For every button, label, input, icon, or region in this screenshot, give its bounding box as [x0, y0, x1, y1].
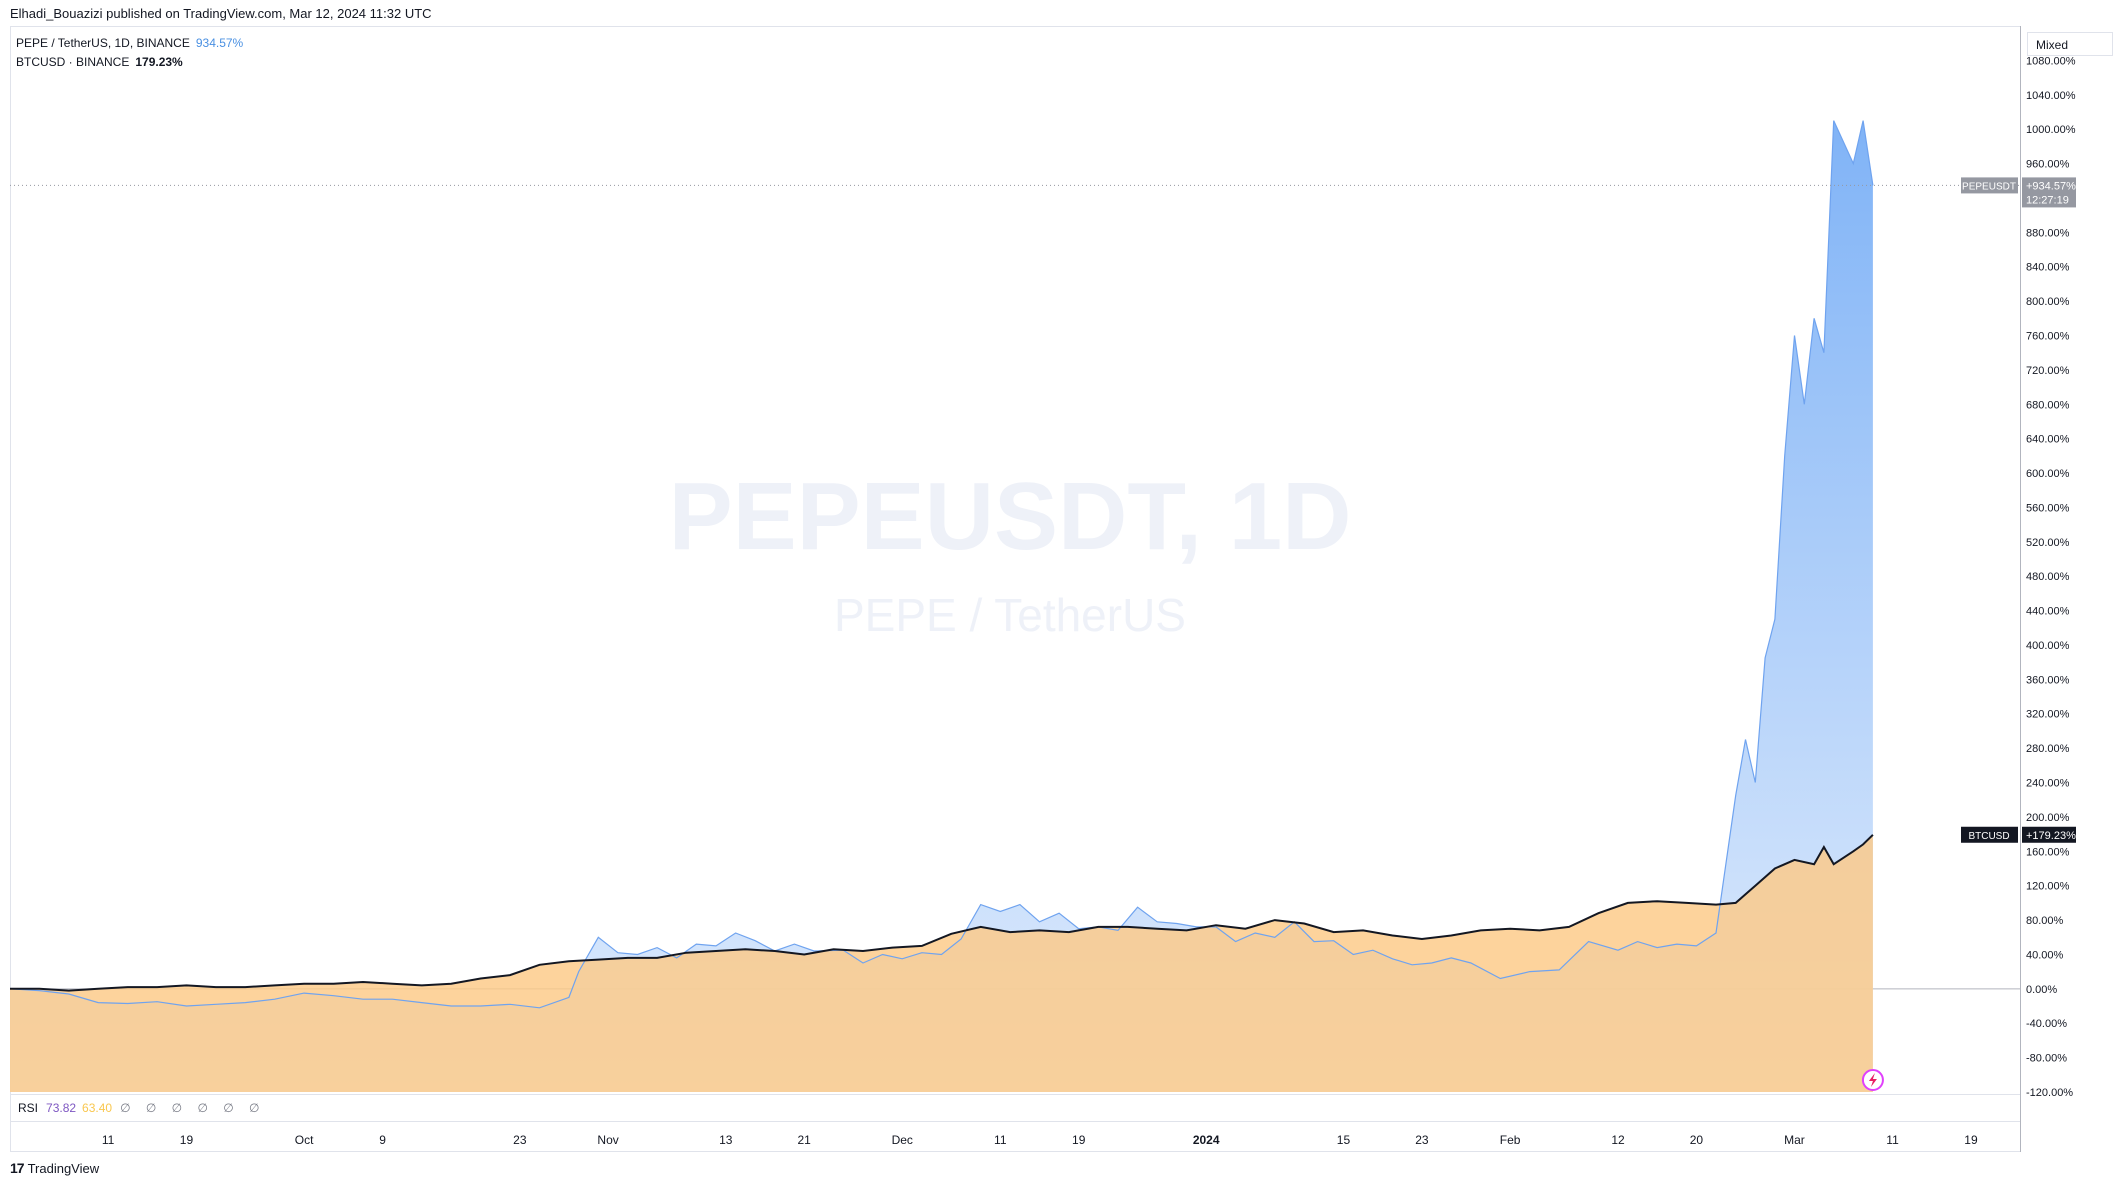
y-tick-label: -40.00% [2026, 1018, 2067, 1030]
x-tick-label: Dec [892, 1133, 913, 1147]
y-tick-label: 1000.00% [2026, 124, 2076, 136]
x-tick-label: 11 [102, 1133, 115, 1147]
btc-area [10, 834, 1873, 1092]
x-tick-label: Feb [1500, 1133, 1521, 1147]
legend-pepe[interactable]: PEPE / TetherUS, 1D, BINANCE 934.57% [16, 34, 243, 53]
pepe-price-tag-value-bg [2022, 177, 2076, 208]
y-tick-label: 960.00% [2026, 159, 2070, 171]
y-tick-label: 560.00% [2026, 502, 2070, 514]
lightning-alert-icon-bolt [1868, 1073, 1877, 1087]
footer-brand-label: TradingView [27, 1160, 100, 1176]
x-tick-label: 2024 [1193, 1133, 1220, 1147]
legend-pepe-value: 934.57% [195, 36, 244, 50]
y-tick-label: 360.00% [2026, 674, 2070, 686]
x-tick-label: Mar [1784, 1133, 1805, 1147]
footer-brand[interactable]: 17 TradingView [10, 1160, 99, 1176]
rsi-label: RSI [18, 1101, 39, 1115]
y-tick-label: 880.00% [2026, 227, 2070, 239]
x-tick-label: 19 [1964, 1133, 1978, 1147]
btc-price-tag-symbol-bg [1961, 826, 2018, 843]
pepe-price-tag[interactable]: PEPEUSDT +934.57% 12:27:19 [1961, 177, 2076, 208]
x-tick-label: 12 [1611, 1133, 1625, 1147]
x-tick-label: 11 [994, 1133, 1007, 1147]
pepe-price-tag-countdown: 12:27:19 [2026, 194, 2069, 206]
pepe-price-tag-symbol: PEPEUSDT [1962, 181, 2016, 192]
price-axis-divider [2020, 26, 2021, 1152]
rsi-value-2: 63.40 [82, 1101, 113, 1115]
series-legend: PEPE / TetherUS, 1D, BINANCE 934.57% BTCU… [16, 34, 243, 72]
x-tick-label: 19 [180, 1133, 194, 1147]
y-tick-label: 280.00% [2026, 743, 2070, 755]
pepe-price-tag-value: +934.57% [2026, 180, 2076, 192]
y-tick-label: 520.00% [2026, 537, 2070, 549]
y-tick-label: 440.00% [2026, 606, 2070, 618]
x-tick-label: 11 [1886, 1133, 1899, 1147]
btc-price-tag[interactable]: BTCUSD +179.23% [1961, 826, 2076, 843]
legend-btc[interactable]: BTCUSD · BINANCE 179.23% [16, 53, 243, 72]
btc-line [10, 834, 1874, 992]
y-tick-label: 1080.00% [2026, 55, 2076, 67]
y-tick-label: 800.00% [2026, 296, 2070, 308]
y-tick-label: 840.00% [2026, 262, 2070, 274]
pepe-line [10, 120, 1874, 1009]
y-tick-label: 680.00% [2026, 399, 2070, 411]
x-tick-label: Nov [597, 1133, 618, 1147]
x-tick-label: 23 [1415, 1133, 1429, 1147]
x-tick-label: 9 [379, 1133, 386, 1147]
y-tick-label: 640.00% [2026, 434, 2070, 446]
scale-mode-button[interactable]: Mixed [2027, 32, 2113, 56]
y-tick-label: 320.00% [2026, 709, 2070, 721]
btc-price-tag-symbol: BTCUSD [1968, 831, 2009, 842]
y-tick-label: 1040.00% [2026, 90, 2076, 102]
y-tick-label: 40.00% [2026, 949, 2064, 961]
y-tick-label: 760.00% [2026, 330, 2070, 342]
y-tick-label: 80.00% [2026, 915, 2064, 927]
y-tick-label: 200.00% [2026, 812, 2070, 824]
y-tick-label: 480.00% [2026, 571, 2070, 583]
x-tick-label: 19 [1072, 1133, 1086, 1147]
pepe-price-tag-symbol-bg [1961, 177, 2018, 194]
chart-pane[interactable] [10, 26, 2020, 1152]
legend-pepe-label: PEPE / TetherUS, 1D, BINANCE [16, 36, 190, 50]
x-tick-label: 13 [719, 1133, 733, 1147]
x-tick-label: 20 [1690, 1133, 1704, 1147]
x-tick-label: 15 [1337, 1133, 1351, 1147]
y-tick-label: -120.00% [2026, 1087, 2073, 1099]
y-tick-label: 720.00% [2026, 365, 2070, 377]
y-tick-label: 400.00% [2026, 640, 2070, 652]
y-tick-label: 600.00% [2026, 468, 2070, 480]
y-tick-label: 120.00% [2026, 881, 2070, 893]
rsi-value-1: 73.82 [46, 1101, 77, 1115]
y-tick-label: 240.00% [2026, 778, 2070, 790]
legend-btc-value: 179.23% [135, 55, 183, 69]
lightning-alert-icon[interactable] [1861, 1069, 1884, 1091]
btc-price-tag-value: +179.23% [2026, 830, 2076, 842]
y-tick-label: -80.00% [2026, 1053, 2067, 1065]
rsi-indicator-bar[interactable]: RSI 73.82 63.40 ∅ ∅ ∅ ∅ ∅ ∅ [10, 1094, 2020, 1122]
y-tick-label: 160.00% [2026, 846, 2070, 858]
y-tick-label: 0.00% [2026, 984, 2057, 996]
tradingview-logo-icon: 17 [10, 1160, 25, 1176]
x-tick-label: 23 [513, 1133, 527, 1147]
rsi-null-values: ∅ ∅ ∅ ∅ ∅ ∅ [120, 1101, 266, 1115]
btc-price-tag-value-bg [2022, 826, 2076, 843]
legend-btc-label: BTCUSD · BINANCE [16, 55, 130, 69]
x-tick-label: Oct [295, 1133, 314, 1147]
x-tick-label: 21 [798, 1133, 812, 1147]
publisher-header: Elhadi_Bouazizi published on TradingView… [10, 6, 432, 21]
